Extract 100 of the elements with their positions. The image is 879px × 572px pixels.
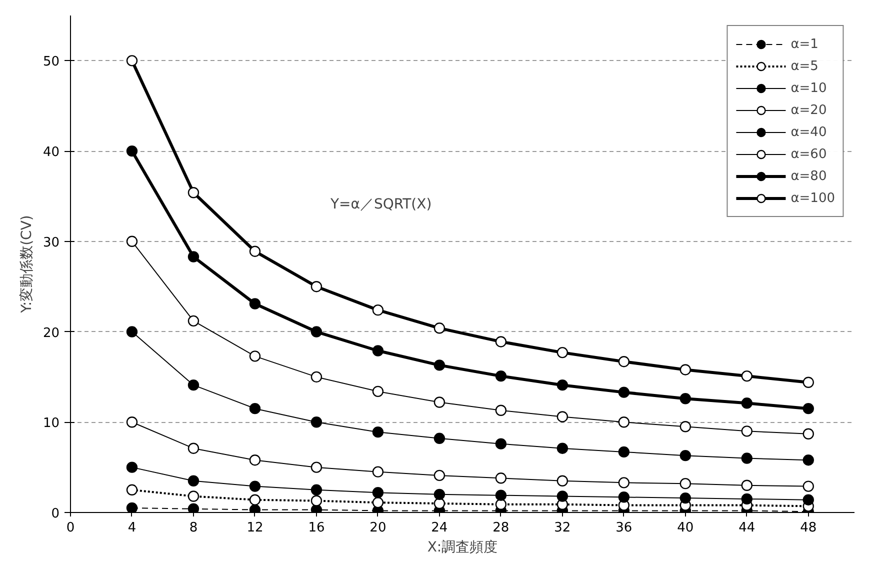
point [126, 326, 138, 338]
point [126, 462, 138, 473]
point [126, 55, 138, 66]
point [618, 416, 630, 428]
point [680, 450, 691, 462]
point [802, 376, 814, 388]
x-tick-label: 28 [492, 520, 510, 536]
point [188, 475, 200, 486]
point [434, 322, 446, 334]
point [495, 404, 507, 416]
point [249, 246, 261, 257]
point [741, 426, 752, 437]
point [372, 466, 384, 478]
legend-label: α=5 [790, 58, 818, 74]
y-tick-label: 40 [42, 145, 60, 160]
point [188, 503, 200, 512]
point [495, 472, 507, 484]
point [802, 494, 814, 506]
point [434, 432, 446, 444]
point [372, 496, 384, 508]
point [802, 428, 814, 440]
point [188, 379, 200, 391]
x-tick-label: 4 [128, 520, 136, 536]
point [741, 493, 752, 505]
point [126, 416, 138, 428]
point [372, 426, 384, 438]
point [310, 484, 322, 496]
point [188, 442, 200, 454]
x-tick-label: 20 [370, 520, 386, 536]
y-tick-label: 20 [42, 326, 60, 341]
point [249, 494, 261, 506]
point [310, 281, 322, 292]
y-tick-label: 10 [42, 416, 60, 432]
x-tick-label: 32 [554, 520, 571, 536]
point [741, 452, 752, 464]
point [556, 346, 568, 358]
point [372, 345, 384, 356]
x-tick-label: 48 [800, 520, 817, 536]
point [188, 251, 200, 262]
y-tick-label: 30 [42, 235, 60, 250]
point [188, 187, 200, 198]
x-tick-label: 24 [431, 520, 448, 536]
x-tick-label: 44 [738, 520, 756, 536]
point [495, 438, 507, 450]
point [310, 495, 322, 506]
point [802, 480, 814, 492]
point [495, 370, 507, 382]
legend-label: α=20 [790, 102, 827, 118]
point [188, 315, 200, 327]
point [495, 336, 507, 348]
point [556, 490, 568, 502]
x-tick-label: 36 [616, 520, 632, 536]
legend-label: α=40 [790, 124, 827, 140]
point [126, 502, 138, 512]
point [618, 446, 630, 458]
point [741, 370, 752, 382]
point [618, 477, 630, 488]
point [495, 498, 507, 510]
point [618, 492, 630, 503]
legend-label: α=10 [790, 80, 827, 96]
y-axis-title: Y:変動係数(CV) [18, 215, 35, 314]
point [556, 475, 568, 486]
x-tick-label: 8 [189, 520, 198, 536]
point [680, 492, 691, 504]
point [249, 298, 261, 310]
point [372, 386, 384, 398]
point [249, 480, 261, 492]
legend-label: α=80 [790, 168, 827, 184]
legend-label: α=1 [790, 36, 818, 52]
annotation: Y=α／SQRT(X) [330, 196, 432, 212]
point [680, 421, 691, 432]
point [741, 480, 752, 491]
point [310, 416, 322, 428]
y-tick-label: 0 [51, 506, 60, 522]
point [802, 454, 814, 466]
point [434, 498, 446, 510]
point [680, 393, 691, 404]
point [249, 454, 261, 466]
x-axis-title: X:調査頻度 [427, 540, 498, 556]
point [802, 402, 814, 414]
point [310, 462, 322, 473]
legend-label: α=100 [790, 190, 835, 206]
x-tick-label: 12 [246, 520, 264, 536]
x-tick-label: 40 [677, 520, 694, 536]
point [680, 364, 691, 376]
point [372, 304, 384, 316]
point [556, 411, 568, 422]
point [618, 356, 630, 368]
point [434, 488, 446, 500]
point [556, 442, 568, 454]
y-tick-label: 50 [42, 54, 60, 70]
point [249, 402, 261, 414]
point [495, 490, 507, 501]
point [126, 484, 138, 496]
point [310, 371, 322, 383]
point [372, 487, 384, 498]
point [126, 236, 138, 247]
x-tick-label: 0 [66, 520, 75, 536]
point [434, 360, 446, 371]
point [556, 379, 568, 391]
